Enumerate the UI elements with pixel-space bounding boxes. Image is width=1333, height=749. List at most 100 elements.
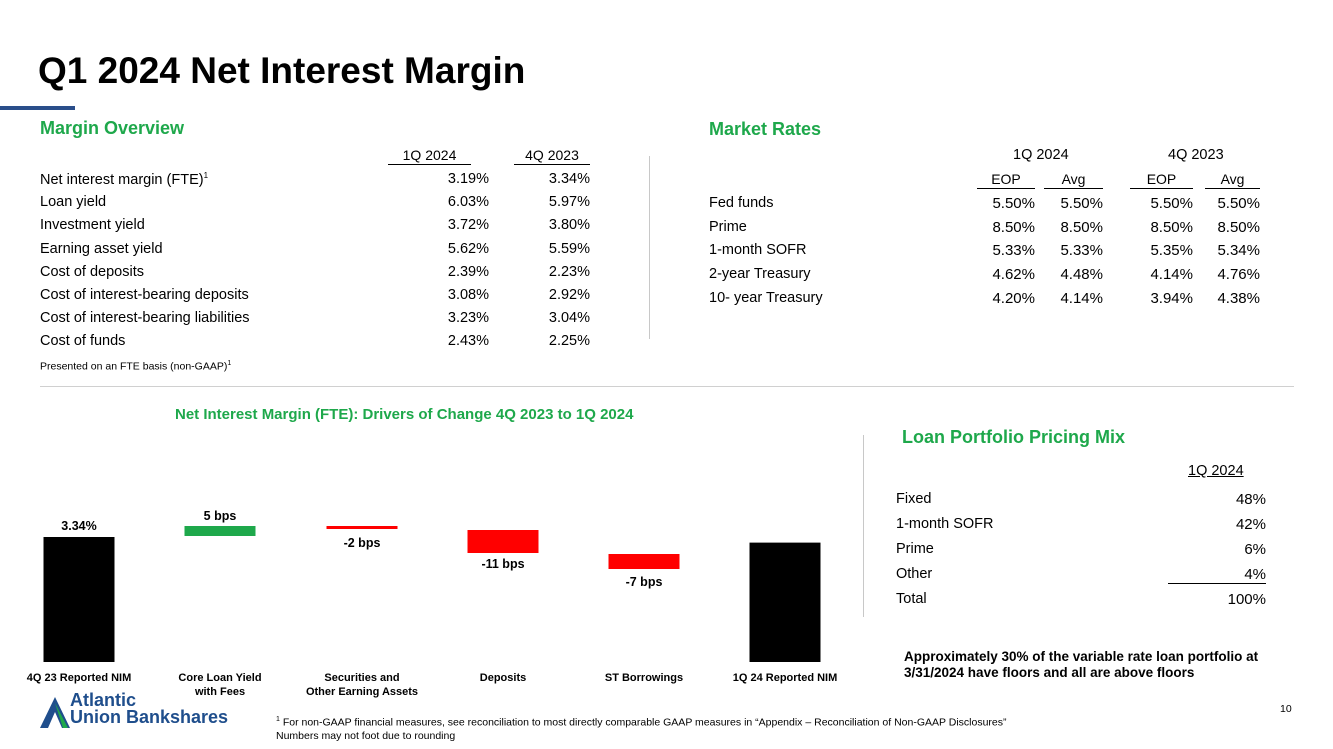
chart-bar <box>749 542 821 662</box>
chart-category-line: 4Q 23 Reported NIM <box>26 672 132 684</box>
chart-category-label: 4Q 23 Reported NIM <box>4 671 154 685</box>
fte-note: Presented on an FTE basis (non-GAAP)1 <box>40 360 231 373</box>
chart-category-label: Securities and Other Earning Assets <box>287 671 437 699</box>
mo-value-4q2023: 5.97% <box>548 194 590 211</box>
mr-row-label: 10- year Treasury <box>709 289 823 306</box>
mr-row-value: 5.35% <box>1150 242 1193 260</box>
mr-row-value: 4.20% <box>992 289 1035 307</box>
chart-bar <box>43 537 115 662</box>
chart-bar <box>326 526 398 529</box>
loan-mix-total-rule <box>1168 583 1266 584</box>
mo-value-1q2024: 2.39% <box>447 263 489 280</box>
mo-value-4q2023: 3.80% <box>548 217 590 234</box>
loan-mix-row-value: 48% <box>1235 491 1266 508</box>
vertical-divider-bottom <box>863 435 864 617</box>
footnote-text: For non-GAAP financial measures, see rec… <box>282 716 1007 729</box>
mr-row-value: 8.50% <box>1217 218 1260 236</box>
mo-value-4q2023: 2.92% <box>548 287 590 303</box>
loan-mix-col: 1Q 2024 <box>1188 463 1244 479</box>
mr-row-value: 5.50% <box>1217 195 1260 212</box>
chart-category-line: with Fees <box>194 686 246 698</box>
chart-bar <box>467 530 539 553</box>
mr-row-value: 5.33% <box>1060 242 1103 260</box>
mo-col-4q2023: 4Q 2023 <box>514 147 590 165</box>
page-number: 10 <box>1280 703 1292 715</box>
mo-value-1q2024: 5.62% <box>447 240 489 257</box>
floors-callout-line-1: Approximately 30% of the variable rate l… <box>904 649 1259 664</box>
margin-overview-heading: Margin Overview <box>40 118 185 138</box>
chart-bar <box>608 554 680 569</box>
chart-data-label: 3.34% <box>61 519 96 533</box>
footnote-sup: 1 <box>276 716 280 723</box>
chart-category-line: Deposits <box>479 672 527 684</box>
mo-value-4q2023: 5.59% <box>548 240 590 257</box>
mr-row-value: 5.33% <box>992 242 1035 260</box>
mo-row-label-text: Cost of deposits <box>40 263 144 280</box>
mr-row-value: 8.50% <box>992 218 1035 236</box>
mo-row-label-text: Cost of interest-bearing deposits <box>40 287 249 303</box>
fte-note-sup: 1 <box>227 360 232 367</box>
market-rates-heading: Market Rates <box>709 119 822 139</box>
loan-mix-heading: Loan Portfolio Pricing Mix <box>902 427 1126 447</box>
page-title: Q1 2024 Net Interest Margin <box>38 50 526 91</box>
mo-value-1q2024: 3.19% <box>447 171 489 187</box>
loan-mix-row-label: Other <box>896 566 933 582</box>
vertical-divider-top <box>649 156 650 339</box>
floors-callout: Approximately 30% of the variable rate l… <box>904 649 1258 681</box>
mr-row-label: Prime <box>709 218 747 235</box>
mr-row-value: 4.48% <box>1060 266 1103 284</box>
loan-mix-row-value: 100% <box>1227 591 1266 608</box>
mo-row-label: Investment yield <box>40 217 145 233</box>
mo-value-4q2023: 3.04% <box>548 310 590 327</box>
mo-row-label: Earning asset yield <box>40 241 163 257</box>
mr-sub-eop-1: EOP <box>977 171 1035 189</box>
mr-row-value: 4.62% <box>992 266 1035 284</box>
loan-mix-row-value: 6% <box>1244 541 1266 558</box>
mo-row-label: Cost of interest-bearing liabilities <box>40 310 250 326</box>
mo-value-4q2023: 2.25% <box>548 333 590 350</box>
fte-note-text: Presented on an FTE basis (non-GAAP) <box>40 360 228 373</box>
chart-data-label: -2 bps <box>344 536 381 550</box>
mo-row-label: Net interest margin (FTE)1 <box>40 171 208 188</box>
mo-value-4q2023: 2.23% <box>548 263 590 280</box>
mo-value-1q2024: 3.23% <box>447 310 489 327</box>
chart-category-label: Deposits <box>428 671 578 685</box>
title-accent-bar <box>0 106 75 110</box>
mr-row-value: 8.50% <box>1060 218 1103 236</box>
chart-category-label: 1Q 24 Reported NIM <box>710 671 860 685</box>
loan-mix-row-label: Fixed <box>896 491 932 507</box>
loan-mix-row-label: 1-month SOFR <box>896 516 994 532</box>
chart-category-line: 1Q 24 Reported NIM <box>732 672 838 684</box>
footnote-line: 1 For non-GAAP financial measures, see r… <box>276 713 1007 730</box>
chart-category-line: Core Loan Yield <box>178 672 262 684</box>
mo-row-label: Cost of deposits <box>40 264 144 280</box>
chart-category-label: ST Borrowings <box>569 671 719 685</box>
mo-row-label-text: Investment yield <box>40 217 145 234</box>
mr-row-label: Fed funds <box>709 195 774 211</box>
chart-category-line: Securities and <box>324 672 400 684</box>
loan-mix-row-value: 42% <box>1235 516 1266 533</box>
rounding-note: Numbers may not foot due to rounding <box>276 729 456 742</box>
mr-period-4q2023: 4Q 2023 <box>1168 147 1224 163</box>
mr-row-value: 4.14% <box>1060 289 1103 307</box>
mr-row-value: 5.50% <box>992 195 1035 212</box>
loan-mix-row-label: Prime <box>896 541 934 557</box>
mo-row-label: Loan yield <box>40 194 106 210</box>
logo-line-1: Atlantic <box>70 690 137 710</box>
mo-row-label-text: Cost of funds <box>40 333 126 350</box>
mr-row-value: 4.76% <box>1217 266 1260 284</box>
chart-data-label: 3.19% <box>767 557 802 571</box>
mo-col-1q2024: 1Q 2024 <box>388 147 471 165</box>
floors-callout-line-2: 3/31/2024 have floors and all are above … <box>904 665 1195 680</box>
logo-line-2: Union Bankshares <box>70 707 229 727</box>
mo-row-label-text: Net interest margin (FTE) <box>40 171 204 188</box>
horizontal-divider <box>40 386 1294 387</box>
footnote-block: 1 For non-GAAP financial measures, see r… <box>276 713 1007 743</box>
loan-mix-row-label: Total <box>896 591 927 607</box>
mo-value-1q2024: 2.43% <box>447 333 489 350</box>
logo-wordmark: Atlantic Union Bankshares <box>70 690 229 727</box>
mr-row-value: 5.50% <box>1150 195 1193 212</box>
mr-period-1q2024: 1Q 2024 <box>1013 147 1069 163</box>
mo-value-1q2024: 6.03% <box>447 194 489 211</box>
chart-data-label: -7 bps <box>626 575 663 589</box>
